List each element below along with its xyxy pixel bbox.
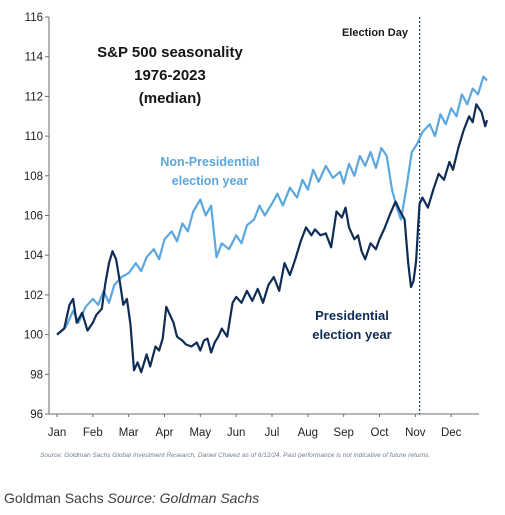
series-label-non-presidential-line-2: election year (172, 174, 249, 188)
x-tick-label: Aug (298, 427, 318, 439)
x-tick-label: Nov (405, 427, 426, 439)
election-day-label: Election Day (342, 27, 409, 39)
caption: Goldman Sachs Source: Goldman Sachs (4, 490, 259, 506)
chart-title: S&P 500 seasonality 1976-2023 (median) (97, 44, 243, 107)
series-label-presidential-line-1: Presidential (315, 308, 389, 323)
x-axis-ticks: Jan Feb Mar Apr May Jun Jul Aug Sep Oct Nov Dec (48, 414, 462, 439)
y-tick-label: 114 (25, 52, 44, 64)
caption-brand: Goldman Sachs (4, 490, 104, 506)
x-tick-label: Apr (156, 427, 174, 439)
y-tick-label: 102 (24, 290, 43, 302)
x-tick-label: Jan (48, 427, 67, 439)
y-tick-label: 116 (25, 12, 43, 24)
chart-title-line-2: 1976-2023 (134, 67, 206, 84)
series-line-non-presidential (56, 75, 488, 336)
y-tick-label: 112 (25, 91, 43, 103)
chart-card: 96 98 100 102 104 106 108 110 112 114 116 Jan Feb Ma… (23, 12, 489, 459)
y-tick-label: 106 (24, 211, 43, 223)
series-label-presidential: Presidential election year (312, 308, 392, 342)
series-layer (56, 75, 489, 374)
x-tick-label: Sep (333, 427, 353, 439)
x-tick-label: Jun (227, 427, 246, 439)
y-tick-label: 110 (25, 131, 43, 143)
source-footnote: Source: Goldman Sachs Global Investment … (40, 452, 431, 459)
series-label-non-presidential: Non-Presidential election year (160, 155, 259, 188)
caption-source: Source: Goldman Sachs (107, 490, 260, 506)
y-tick-label: 104 (24, 250, 44, 262)
x-tick-label: Mar (119, 427, 139, 439)
x-tick-label: Dec (441, 427, 462, 439)
y-tick-label: 98 (30, 369, 43, 381)
election-day-marker: Election Day (342, 17, 421, 414)
x-tick-label: Oct (371, 427, 390, 439)
x-tick-label: Jul (265, 427, 280, 439)
series-label-non-presidential-line-1: Non-Presidential (160, 155, 259, 169)
y-axis-ticks: 96 98 100 102 104 106 108 110 112 114 116 (24, 12, 49, 421)
x-tick-label: Feb (83, 427, 103, 439)
y-tick-label: 100 (24, 330, 43, 342)
chart-title-line-3: (median) (139, 90, 202, 107)
y-tick-label: 96 (30, 409, 43, 421)
seasonality-line-chart: 96 98 100 102 104 106 108 110 112 114 116 Jan Feb Ma… (24, 12, 489, 439)
chart-title-line-1: S&P 500 seasonality (97, 44, 243, 61)
series-line-presidential (56, 103, 489, 374)
plot-area: 96 98 100 102 104 106 108 110 112 114 116 Jan Feb Ma… (24, 12, 489, 439)
x-tick-label: May (189, 427, 211, 439)
y-tick-label: 108 (24, 171, 43, 183)
series-label-presidential-line-2: election year (312, 327, 392, 342)
